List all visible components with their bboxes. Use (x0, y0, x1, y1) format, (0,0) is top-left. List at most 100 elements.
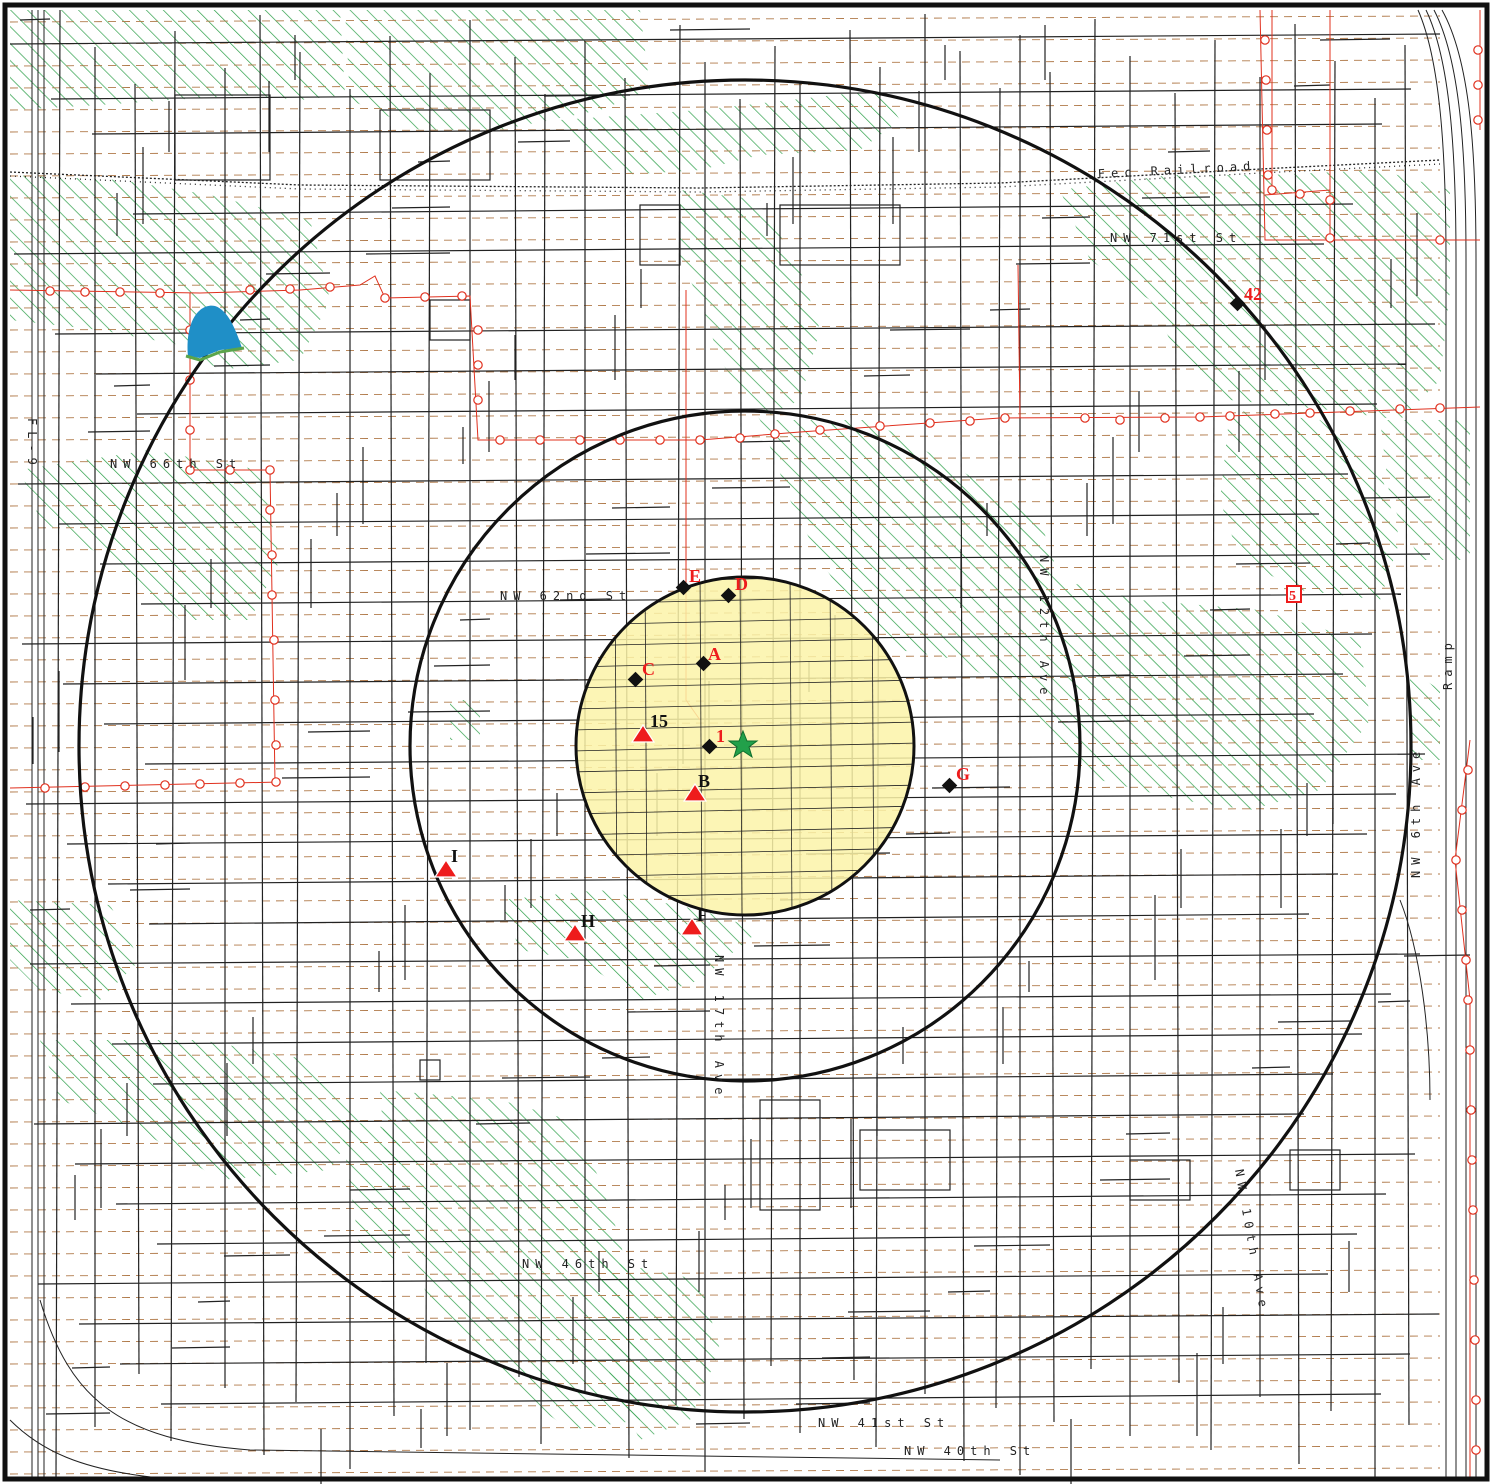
block-outline (1289, 1149, 1341, 1191)
utility-node (1435, 403, 1445, 413)
street-segment (821, 1356, 871, 1359)
utility-node (267, 550, 277, 560)
street-label-fl-9: FL-9 (25, 418, 39, 471)
buffer-street-line (644, 578, 648, 914)
marker-c-diamond-icon[interactable] (627, 671, 644, 688)
street-line (55, 9, 61, 1481)
utility-node (1470, 1335, 1480, 1345)
street-line (91, 123, 1383, 135)
street-label-nw-71st: NW 71st St (1110, 231, 1242, 245)
utility-node (770, 429, 780, 439)
street-label-nw-40th: NW 40th St (904, 1444, 1036, 1458)
utility-node (1260, 35, 1270, 45)
utility-node (40, 783, 50, 793)
middle-ring (408, 409, 1082, 1083)
street-line (50, 88, 1412, 100)
utility-node (160, 780, 170, 790)
street-segment (365, 252, 451, 255)
street-line (132, 203, 1354, 215)
street-segment (71, 1366, 111, 1369)
street-line (152, 1073, 1334, 1085)
utility-node (1262, 125, 1272, 135)
street-line (13, 243, 1325, 255)
parcel-dash-line (9, 939, 1441, 947)
marker-f-triangle-icon[interactable] (679, 916, 705, 936)
marker-5-box-icon[interactable] (1286, 585, 1302, 603)
utility-node (1195, 412, 1205, 422)
street-segment (1183, 654, 1251, 657)
utility-node (115, 287, 125, 297)
street-segment (45, 1412, 111, 1415)
parcel-dash-line (9, 433, 1441, 441)
target-site-star-icon[interactable] (727, 729, 759, 759)
marker-d-diamond-icon[interactable] (720, 587, 737, 604)
utility-node (325, 282, 335, 292)
street-segment (155, 842, 191, 845)
utility-node (735, 433, 745, 443)
parcel-dash-line (9, 1137, 1441, 1145)
marker-a-label: A (708, 644, 721, 664)
parcel-dash-line (9, 1071, 1441, 1079)
utility-node (1395, 404, 1405, 414)
street-line (136, 403, 1378, 415)
marker-e-diamond-icon[interactable] (675, 579, 692, 596)
marker-i-triangle-icon[interactable] (433, 858, 459, 878)
street-line (295, 51, 301, 1403)
parcel-dash-line (9, 1335, 1441, 1343)
street-line (425, 72, 431, 1364)
marker-42-label: 42 (1244, 284, 1262, 304)
hatch-area (20, 450, 280, 620)
marker-a-diamond-icon[interactable] (695, 655, 712, 672)
marker-1-diamond-icon[interactable] (701, 738, 718, 755)
street-label-nw-41st: NW 41st St (818, 1416, 950, 1430)
utility-node (575, 435, 585, 445)
street-segment (1361, 496, 1431, 499)
hatch-area (500, 890, 760, 1000)
parcel-dash-line (9, 1467, 1441, 1475)
utility-node (225, 465, 235, 475)
street-segment (847, 1310, 931, 1313)
parcel-dash-line (9, 191, 1441, 199)
utility-node (1000, 413, 1010, 423)
marker-g-diamond-icon[interactable] (941, 777, 958, 794)
marker-h-triangle-icon[interactable] (562, 922, 588, 942)
parcel-dash-line (9, 1093, 1441, 1101)
utility-node (1295, 189, 1305, 199)
buffer-street-line (577, 763, 913, 773)
marker-15-label: 15 (650, 711, 668, 731)
street-segment (1125, 1132, 1171, 1135)
utility-node (1457, 905, 1467, 915)
marker-b-triangle-icon[interactable] (682, 782, 708, 802)
street-segment (1319, 38, 1391, 41)
street-segment (585, 552, 671, 555)
marker-15-triangle-icon[interactable] (630, 723, 656, 743)
utility-node (1261, 75, 1271, 85)
utility-node (815, 425, 825, 435)
street-label-nw-62nd: NW 62nd St (500, 589, 632, 603)
utility-node (420, 292, 430, 302)
street-segment (1251, 1066, 1291, 1069)
street-segment (947, 1290, 991, 1293)
parcel-dash-line (9, 521, 1441, 529)
block-outline (759, 1099, 821, 1211)
utility-node (965, 416, 975, 426)
utility-node (535, 435, 545, 445)
street-line (33, 1113, 1305, 1125)
street-segment (407, 710, 491, 713)
utility-node (473, 360, 483, 370)
marker-42-diamond-icon[interactable] (1229, 295, 1246, 312)
parcel-dash-line (9, 37, 1441, 45)
utility-node (473, 395, 483, 405)
utility-node (1465, 1045, 1475, 1055)
parcel-dash-line (9, 103, 1441, 111)
utility-node (1345, 406, 1355, 416)
railroad-line (9, 159, 1441, 193)
street-line (37, 1273, 1329, 1285)
water-body (187, 305, 242, 358)
street-segment (1057, 720, 1131, 723)
block-outline (429, 299, 471, 341)
hatch-area (10, 10, 345, 110)
marker-f-label: F (697, 905, 708, 925)
